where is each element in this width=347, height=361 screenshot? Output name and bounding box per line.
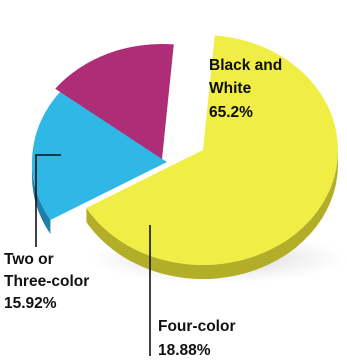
label-two-or-three-color-line1: Two or <box>4 251 54 268</box>
value-four-color: 18.88% <box>158 342 211 359</box>
label-black-and-white-line1: Black and <box>209 57 282 74</box>
slice-two-or-three-color <box>55 43 174 160</box>
slice-four-color <box>32 91 167 220</box>
label-black-and-white-line2: White <box>209 80 252 97</box>
slice-black-and-white <box>86 35 338 265</box>
label-two-or-three-color-line2: Three-color <box>4 273 89 290</box>
slice-side-four-color <box>31 162 51 234</box>
value-two-or-three-color: 15.92% <box>4 295 57 312</box>
leader-line-two-or-three-color <box>35 154 61 247</box>
value-black-and-white: 65.2% <box>209 104 253 121</box>
label-four-color: Four-color <box>158 318 236 335</box>
